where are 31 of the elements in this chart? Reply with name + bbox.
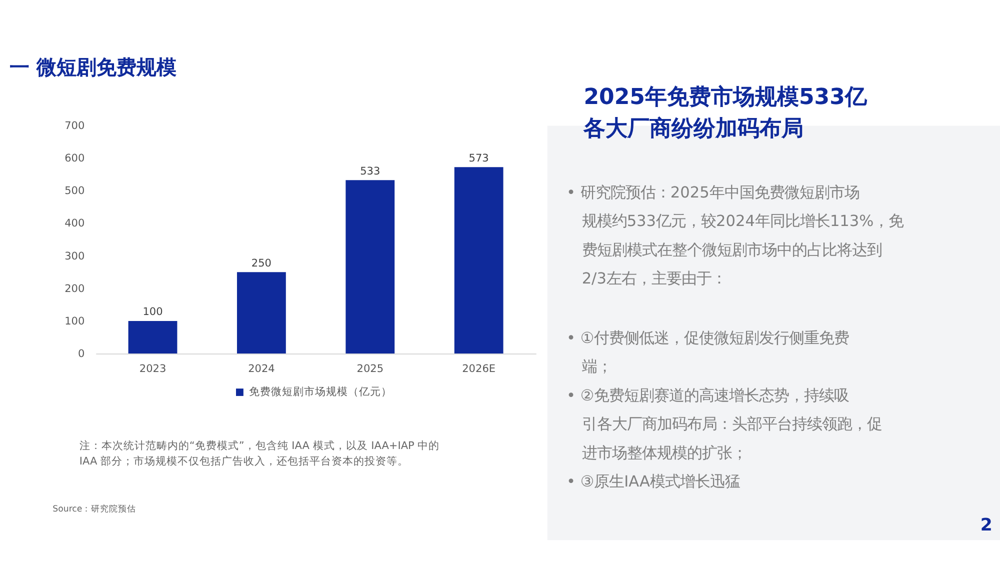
- y-tick-label: 100: [64, 315, 85, 328]
- data-label: 533: [360, 165, 380, 178]
- text: • ①付费侧低迷，促使微短剧发行侧重免费端；: [566, 328, 850, 376]
- x-tick-label: 2025: [356, 363, 384, 376]
- text: • ②免费短剧赛道的高速增长态势，持续吸引各大厂商加码布局：头部平台持续领跑，促进市场整体规模的扩张；: [566, 386, 882, 462]
- x-tick-label: 2024: [248, 363, 276, 376]
- text: • 研究院预估：2025年中国免费微短剧市场规模约533亿元，较2024年同比增长113%，免费短剧模式在整个微短剧市场中的占比将达到2/3左右，主要由于：: [566, 184, 904, 288]
- source-note: Source：研究院预估: [52, 503, 136, 514]
- y-tick-label: 400: [64, 218, 85, 230]
- bar: [454, 167, 504, 354]
- bar: [236, 272, 286, 354]
- text: 注：本次统计范畴内的“免费模式”，包含纯 IAA 模式，以及 IAA+IAP 中的 IAA 部分；市场规模不仅包括广告收入，还包括平台资本的投资等。: [79, 439, 440, 468]
- y-tick-label: 200: [64, 282, 85, 295]
- legend-label: 免费微短剧市场规模（亿元）: [248, 385, 392, 398]
- chart-title: 一 微短剧免费规模: [10, 55, 177, 80]
- data-label: 573: [468, 152, 489, 164]
- y-tick-label: 500: [64, 185, 85, 198]
- y-tick-label: 600: [64, 152, 85, 165]
- bar: [128, 320, 178, 354]
- x-tick-label: 2026E: [462, 363, 496, 376]
- text: 2: [980, 516, 992, 536]
- x-tick-label: 2023: [139, 363, 166, 376]
- text: • ③原生IAA模式增长迅猛: [566, 472, 740, 491]
- y-tick-label: 0: [78, 348, 85, 360]
- data-label: 100: [142, 306, 163, 318]
- y-tick-label: 700: [64, 120, 85, 132]
- text: 2025年免费市场规模533亿: [584, 84, 868, 110]
- y-tick-label: 300: [64, 250, 85, 262]
- text: 各大厂商纷纷加码布局: [582, 115, 804, 142]
- data-label: 250: [251, 257, 272, 270]
- bar: [346, 180, 395, 354]
